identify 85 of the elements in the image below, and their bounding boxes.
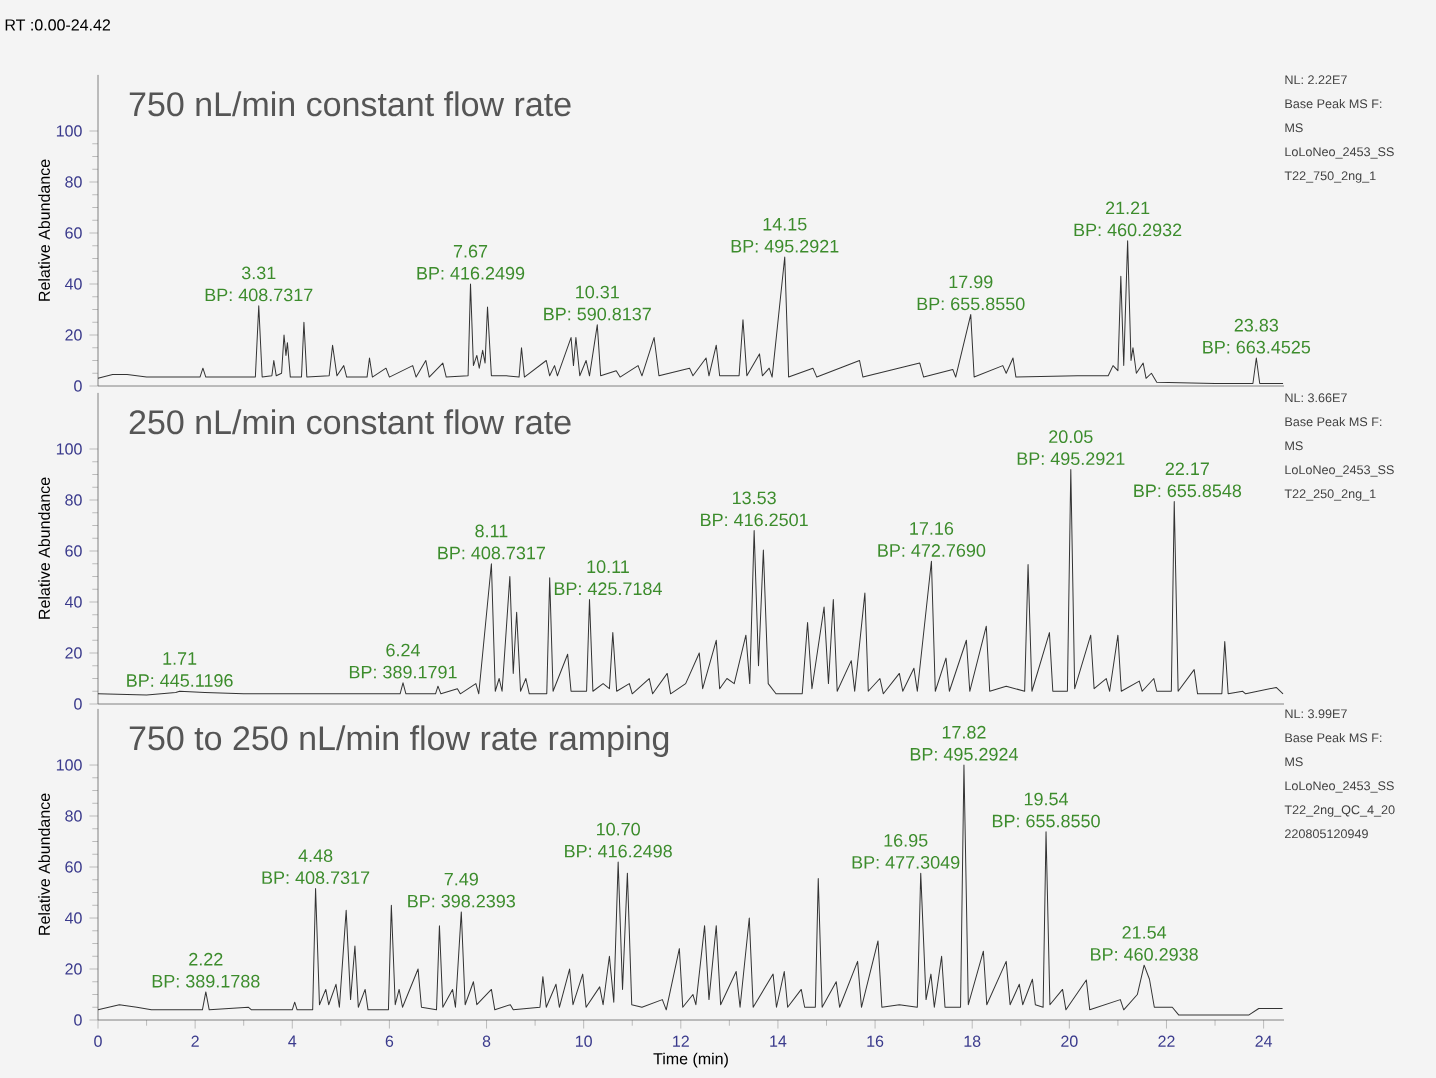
y-tick-label: 0: [74, 380, 82, 392]
annotation: BP: 495.2921: [1017, 452, 1125, 466]
annotation: BP: 389.1788: [152, 974, 260, 988]
x-tick-label: 16: [867, 1035, 884, 1047]
x-tick-label: 12: [673, 1035, 689, 1047]
annotation: BP: 477.3049: [852, 855, 960, 869]
annotation: BP: 590.8137: [544, 307, 651, 321]
annotation: BP: 408.7317: [438, 546, 545, 560]
x-tick-label: 8: [482, 1035, 491, 1047]
y-tick-label: 40: [64, 596, 82, 608]
y-tick-label: 20: [65, 647, 82, 659]
annotation: 19.54: [1024, 792, 1069, 806]
x-tick-label: 20: [1061, 1035, 1078, 1047]
annotation: BP: 425.7184: [554, 582, 662, 596]
annotation: 1.71: [163, 652, 197, 665]
annotation: 14.15: [763, 218, 807, 231]
y-tick-label: 0: [74, 1014, 82, 1026]
annotation: BP: 495.2921: [731, 239, 839, 253]
y-axis-title: Relative Abundance: [38, 477, 50, 619]
annotation: BP: 445.1196: [127, 674, 233, 687]
annotation: BP: 460.2938: [1091, 948, 1198, 961]
y-tick-label: 100: [56, 759, 82, 771]
annotation: 21.54: [1122, 926, 1167, 939]
y-tick-label: 60: [65, 227, 82, 239]
annotation: BP: 655.8550: [992, 814, 1100, 828]
annotation: BP: 398.2393: [408, 894, 516, 908]
y-tick-label: 40: [64, 912, 82, 924]
annotation: 4.48: [298, 849, 333, 863]
annotation: 7.67: [453, 244, 488, 258]
annotation: BP: 408.7317: [205, 288, 313, 302]
annotation: 17.16: [910, 522, 954, 535]
annotation: 21.21: [1106, 201, 1150, 215]
annotation: BP: 655.8548: [1134, 484, 1242, 498]
annotation: BP: 416.2498: [565, 844, 672, 858]
x-tick-label: 4: [288, 1035, 297, 1047]
y-axis-title: Relative Abundance: [38, 793, 50, 935]
x-tick-label: 18: [964, 1035, 981, 1047]
x-tick-label: 24: [1255, 1035, 1273, 1047]
annotation: BP: 408.7317: [262, 871, 370, 885]
chart-subtitle: RT :0.00-24.42: [5, 19, 111, 31]
annotation: 23.83: [1234, 318, 1279, 332]
annotation: BP: 472.7690: [878, 544, 986, 557]
x-tick-label: 6: [385, 1035, 394, 1047]
y-tick-label: 60: [65, 861, 82, 873]
y-tick-label: 80: [65, 176, 82, 188]
y-tick-label: 40: [64, 278, 82, 290]
x-tick-label: 0: [94, 1035, 102, 1047]
annotation: BP: 495.2924: [910, 747, 1018, 761]
annotation: 2.22: [189, 952, 223, 966]
x-tick-label: 22: [1158, 1035, 1175, 1047]
y-axis-title: Relative Abundance: [38, 159, 50, 301]
annotation: BP: 663.4525: [1203, 340, 1311, 354]
annotation: 22.17: [1165, 462, 1209, 475]
annotation: 10.11: [587, 560, 629, 574]
chart-title: 750 to 250 nL/min flow rate ramping: [129, 725, 669, 758]
y-tick-label: 20: [65, 963, 82, 975]
y-tick-label: 80: [65, 810, 82, 822]
y-tick-label: 100: [56, 125, 82, 137]
chart-title: 750 nL/min constant flow rate: [129, 91, 571, 117]
annotation: BP: 416.2501: [701, 513, 808, 527]
annotation: BP: 460.2932: [1074, 223, 1182, 237]
x-tick-label: 10: [576, 1035, 592, 1047]
annotation: 6.24: [386, 643, 420, 657]
x-axis-title: Time (min): [653, 1052, 728, 1068]
annotation: BP: 389.1791: [349, 665, 457, 679]
annotation: 10.31: [576, 285, 619, 299]
annotation: 16.95: [884, 833, 928, 847]
chart-title: 250 nL/min constant flow rate: [129, 409, 571, 435]
y-tick-label: 100: [56, 443, 82, 455]
annotation: BP: 655.8550: [917, 297, 1025, 311]
annotation: 7.49: [444, 872, 478, 886]
y-tick-label: 60: [65, 545, 82, 557]
annotation: 10.70: [597, 822, 640, 836]
y-tick-label: 0: [74, 698, 82, 710]
x-tick-label: 14: [770, 1035, 787, 1047]
annotation: 3.31: [241, 266, 276, 280]
annotation: 8.11: [475, 524, 508, 538]
annotation: 20.05: [1049, 430, 1093, 444]
annotation: 17.99: [949, 275, 993, 289]
annotation: BP: 416.2499: [417, 266, 525, 280]
annotation: 17.82: [942, 725, 986, 739]
y-tick-label: 80: [65, 494, 82, 506]
annotation: 13.53: [733, 491, 776, 505]
x-tick-label: 2: [191, 1035, 199, 1047]
y-tick-label: 20: [65, 329, 82, 341]
